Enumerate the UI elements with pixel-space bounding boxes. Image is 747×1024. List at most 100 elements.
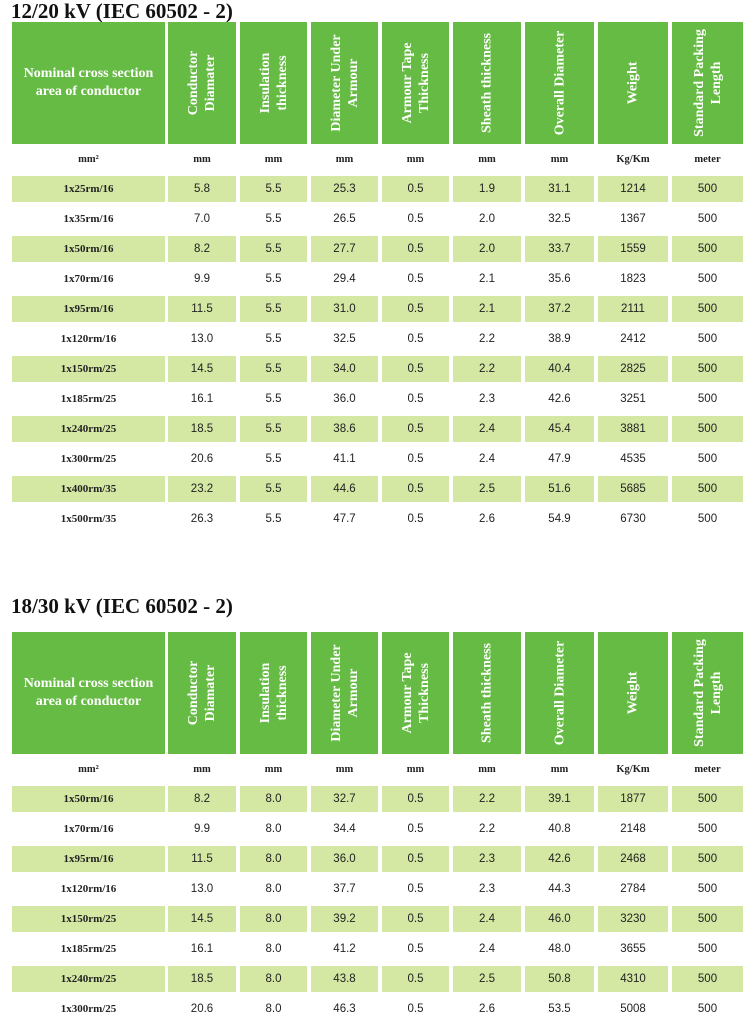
cell-nominal-section: 1x185rm/25 xyxy=(60,393,117,405)
unit-armour-tape-thickness: mm xyxy=(406,763,425,775)
table-row: 1x300rm/25 20.6 8.0 46.3 0.5 2.6 53.5 5008 500 xyxy=(0,994,747,1024)
cell-packing-length: 500 xyxy=(697,1003,718,1015)
cell-nominal-section: 1x95rm/16 xyxy=(12,846,165,872)
cell-diameter-under-armour: 44.6 xyxy=(311,476,378,502)
header-overall-diameter: Overall Diameter xyxy=(525,632,594,754)
cell-diameter-under-armour: 47.7 xyxy=(333,513,356,525)
unit-armour-tape-thickness: mm xyxy=(406,153,425,165)
cell-sheath-thickness: 2.4 xyxy=(453,416,521,442)
cell-overall-diameter: 45.4 xyxy=(525,416,594,442)
cell-overall-diameter: 51.6 xyxy=(525,476,594,502)
header-armour-tape-thickness: Armour Tape Thickness xyxy=(382,632,449,754)
cell-armour-tape-thickness: 0.5 xyxy=(382,176,449,202)
cell-packing-length: 500 xyxy=(672,846,743,872)
cell-overall-diameter: 42.6 xyxy=(548,393,571,405)
cell-sheath-thickness: 1.9 xyxy=(453,176,521,202)
table-header-row: Nominal cross section area of conductor C… xyxy=(0,632,747,754)
cell-nominal-section: 1x500rm/35 xyxy=(60,513,117,525)
cell-packing-length: 500 xyxy=(672,236,743,262)
cell-overall-diameter: 38.9 xyxy=(548,333,571,345)
cell-insulation-thickness: 8.0 xyxy=(240,846,307,872)
table-row: 1x185rm/25 16.1 5.5 36.0 0.5 2.3 42.6 3251 500 xyxy=(0,384,747,414)
cell-armour-tape-thickness: 0.5 xyxy=(407,513,424,525)
cell-weight: 1214 xyxy=(598,176,668,202)
header-label: Conductor Diamater xyxy=(186,50,218,116)
cell-weight: 3655 xyxy=(620,943,646,955)
cell-packing-length: 500 xyxy=(697,883,718,895)
header-label: Diameter Under Armour xyxy=(328,644,361,742)
table-row: 1x150rm/25 14.5 5.5 34.0 0.5 2.2 40.4 2825 500 xyxy=(0,354,747,384)
cell-sheath-thickness: 2.2 xyxy=(453,356,521,382)
header-insulation-thickness: Insulation thickness xyxy=(240,632,307,754)
cell-weight: 3881 xyxy=(598,416,668,442)
cell-weight: 5685 xyxy=(598,476,668,502)
cell-sheath-thickness: 2.0 xyxy=(453,236,521,262)
header-conductor-diameter: Conductor Diamater xyxy=(168,632,236,754)
cell-weight: 6730 xyxy=(620,513,646,525)
cell-diameter-under-armour: 41.2 xyxy=(333,943,356,955)
units-row: mm² mm mm mm mm mm mm Kg/Km meter xyxy=(0,754,747,784)
unit-weight: Kg/Km xyxy=(616,153,650,165)
cell-packing-length: 500 xyxy=(697,273,718,285)
unit-insulation-thickness: mm xyxy=(264,763,283,775)
cell-armour-tape-thickness: 0.5 xyxy=(407,883,424,895)
header-nominal-section: Nominal cross section area of conductor xyxy=(12,632,165,754)
table-row: 1x240rm/25 18.5 5.5 38.6 0.5 2.4 45.4 3881 500 xyxy=(0,414,747,444)
cell-weight: 1877 xyxy=(598,786,668,812)
cell-overall-diameter: 50.8 xyxy=(525,966,594,992)
unit-diameter-under-armour: mm xyxy=(335,153,354,165)
header-label: Nominal cross section area of conductor xyxy=(23,676,154,709)
cell-overall-diameter: 40.4 xyxy=(525,356,594,382)
cell-weight: 1559 xyxy=(598,236,668,262)
unit-nominal-section: mm² xyxy=(78,153,99,165)
cell-conductor-diameter: 11.5 xyxy=(168,296,236,322)
header-packing-length: Standard Packing Length xyxy=(672,22,743,144)
cell-insulation-thickness: 5.5 xyxy=(265,213,282,225)
unit-conductor-diameter: mm xyxy=(193,763,211,775)
cell-insulation-thickness: 5.5 xyxy=(265,513,282,525)
cell-weight: 4310 xyxy=(598,966,668,992)
table-header-row: Nominal cross section area of conductor C… xyxy=(0,22,747,144)
cell-weight: 1823 xyxy=(620,273,646,285)
table-row: 1x25rm/16 5.8 5.5 25.3 0.5 1.9 31.1 1214 500 xyxy=(0,174,747,204)
units-row: mm² mm mm mm mm mm mm Kg/Km meter xyxy=(0,144,747,174)
cell-weight: 1367 xyxy=(620,213,646,225)
cell-sheath-thickness: 2.4 xyxy=(453,906,521,932)
cell-diameter-under-armour: 36.0 xyxy=(333,393,356,405)
cell-diameter-under-armour: 31.0 xyxy=(311,296,378,322)
cell-packing-length: 500 xyxy=(672,476,743,502)
cell-packing-length: 500 xyxy=(672,416,743,442)
cell-diameter-under-armour: 37.7 xyxy=(333,883,356,895)
unit-packing-length: meter xyxy=(694,763,721,775)
cell-sheath-thickness: 2.3 xyxy=(479,883,495,895)
cell-armour-tape-thickness: 0.5 xyxy=(382,476,449,502)
cell-armour-tape-thickness: 0.5 xyxy=(382,966,449,992)
cell-sheath-thickness: 2.3 xyxy=(453,846,521,872)
cell-weight: 3230 xyxy=(598,906,668,932)
cell-overall-diameter: 33.7 xyxy=(525,236,594,262)
cell-nominal-section: 1x70rm/16 xyxy=(63,823,114,835)
table-row: 1x50rm/16 8.2 8.0 32.7 0.5 2.2 39.1 1877 500 xyxy=(0,784,747,814)
cell-sheath-thickness: 2.3 xyxy=(479,393,495,405)
cell-armour-tape-thickness: 0.5 xyxy=(407,453,424,465)
cell-diameter-under-armour: 41.1 xyxy=(333,453,356,465)
spec-table: Nominal cross section area of conductor C… xyxy=(0,22,747,534)
cell-sheath-thickness: 2.1 xyxy=(479,273,495,285)
cell-conductor-diameter: 18.5 xyxy=(168,416,236,442)
cell-insulation-thickness: 8.0 xyxy=(265,883,282,895)
cell-diameter-under-armour: 29.4 xyxy=(333,273,356,285)
header-label: Conductor Diamater xyxy=(186,660,218,726)
cell-conductor-diameter: 16.1 xyxy=(190,943,214,955)
unit-diameter-under-armour: mm xyxy=(335,763,354,775)
cell-nominal-section: 1x70rm/16 xyxy=(63,273,114,285)
header-conductor-diameter: Conductor Diamater xyxy=(168,22,236,144)
cell-diameter-under-armour: 46.3 xyxy=(333,1003,356,1015)
cell-weight: 2111 xyxy=(598,296,668,322)
cell-overall-diameter: 48.0 xyxy=(548,943,571,955)
header-label: Standard Packing Length xyxy=(691,639,724,747)
cell-weight: 3251 xyxy=(620,393,646,405)
cell-armour-tape-thickness: 0.5 xyxy=(407,1003,424,1015)
header-sheath-thickness: Sheath thickness xyxy=(453,22,521,144)
cell-nominal-section: 1x95rm/16 xyxy=(12,296,165,322)
unit-packing-length: meter xyxy=(694,153,721,165)
